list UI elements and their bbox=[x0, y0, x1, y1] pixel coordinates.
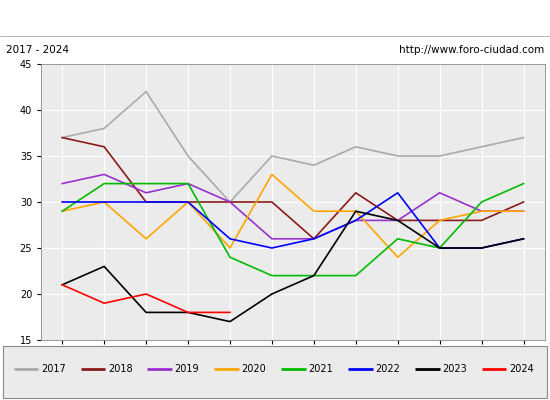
Text: 2017: 2017 bbox=[41, 364, 65, 374]
Text: 2022: 2022 bbox=[375, 364, 400, 374]
Text: 2019: 2019 bbox=[175, 364, 199, 374]
Text: 2017 - 2024: 2017 - 2024 bbox=[6, 45, 69, 55]
Text: Evolucion del paro registrado en Benifallet: Evolucion del paro registrado en Benifal… bbox=[119, 10, 431, 26]
Text: http://www.foro-ciudad.com: http://www.foro-ciudad.com bbox=[399, 45, 544, 55]
Text: 2023: 2023 bbox=[442, 364, 467, 374]
Text: 2021: 2021 bbox=[309, 364, 333, 374]
Text: 2018: 2018 bbox=[108, 364, 133, 374]
Text: 2020: 2020 bbox=[241, 364, 266, 374]
FancyBboxPatch shape bbox=[3, 346, 547, 398]
Text: 2024: 2024 bbox=[509, 364, 534, 374]
